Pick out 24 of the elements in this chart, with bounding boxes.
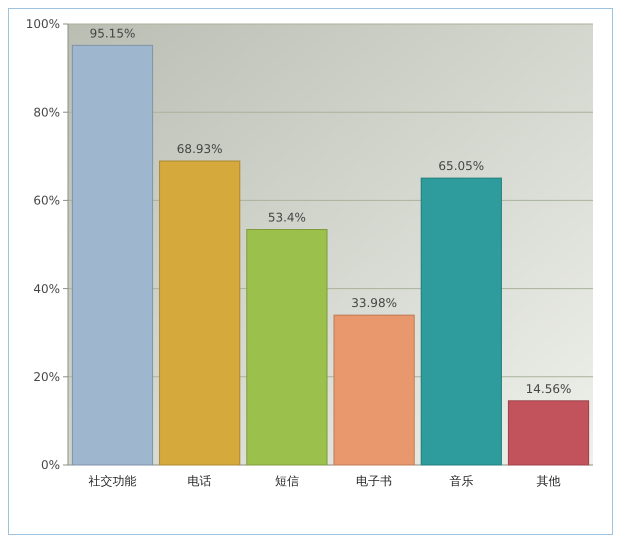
y-tick-label: 100% <box>26 17 60 32</box>
x-tick-label: 电话 <box>188 474 212 488</box>
data-label: 65.05% <box>438 159 484 174</box>
data-label: 33.98% <box>351 296 397 310</box>
bar <box>246 229 328 466</box>
bar <box>508 400 590 466</box>
x-tick-label: 电子书 <box>356 474 392 488</box>
data-label: 68.93% <box>176 142 223 156</box>
bar <box>333 314 415 466</box>
data-label: 14.56% <box>526 382 572 396</box>
bar <box>72 44 154 466</box>
data-label: 95.15% <box>90 26 136 40</box>
x-tick-label: 其他 <box>536 474 561 488</box>
bar <box>420 178 502 466</box>
y-tick-label: 80% <box>33 105 60 120</box>
y-tick-label: 20% <box>33 370 60 384</box>
x-tick-label: 短信 <box>274 474 299 488</box>
y-tick-label: 0% <box>40 458 60 472</box>
y-tick-label: 40% <box>33 282 60 296</box>
x-tick-label: 音乐 <box>449 474 474 488</box>
data-label: 53.4% <box>268 210 306 225</box>
x-tick-label: 社交功能 <box>88 474 136 488</box>
y-tick-label: 60% <box>33 194 60 208</box>
bar <box>159 160 240 466</box>
